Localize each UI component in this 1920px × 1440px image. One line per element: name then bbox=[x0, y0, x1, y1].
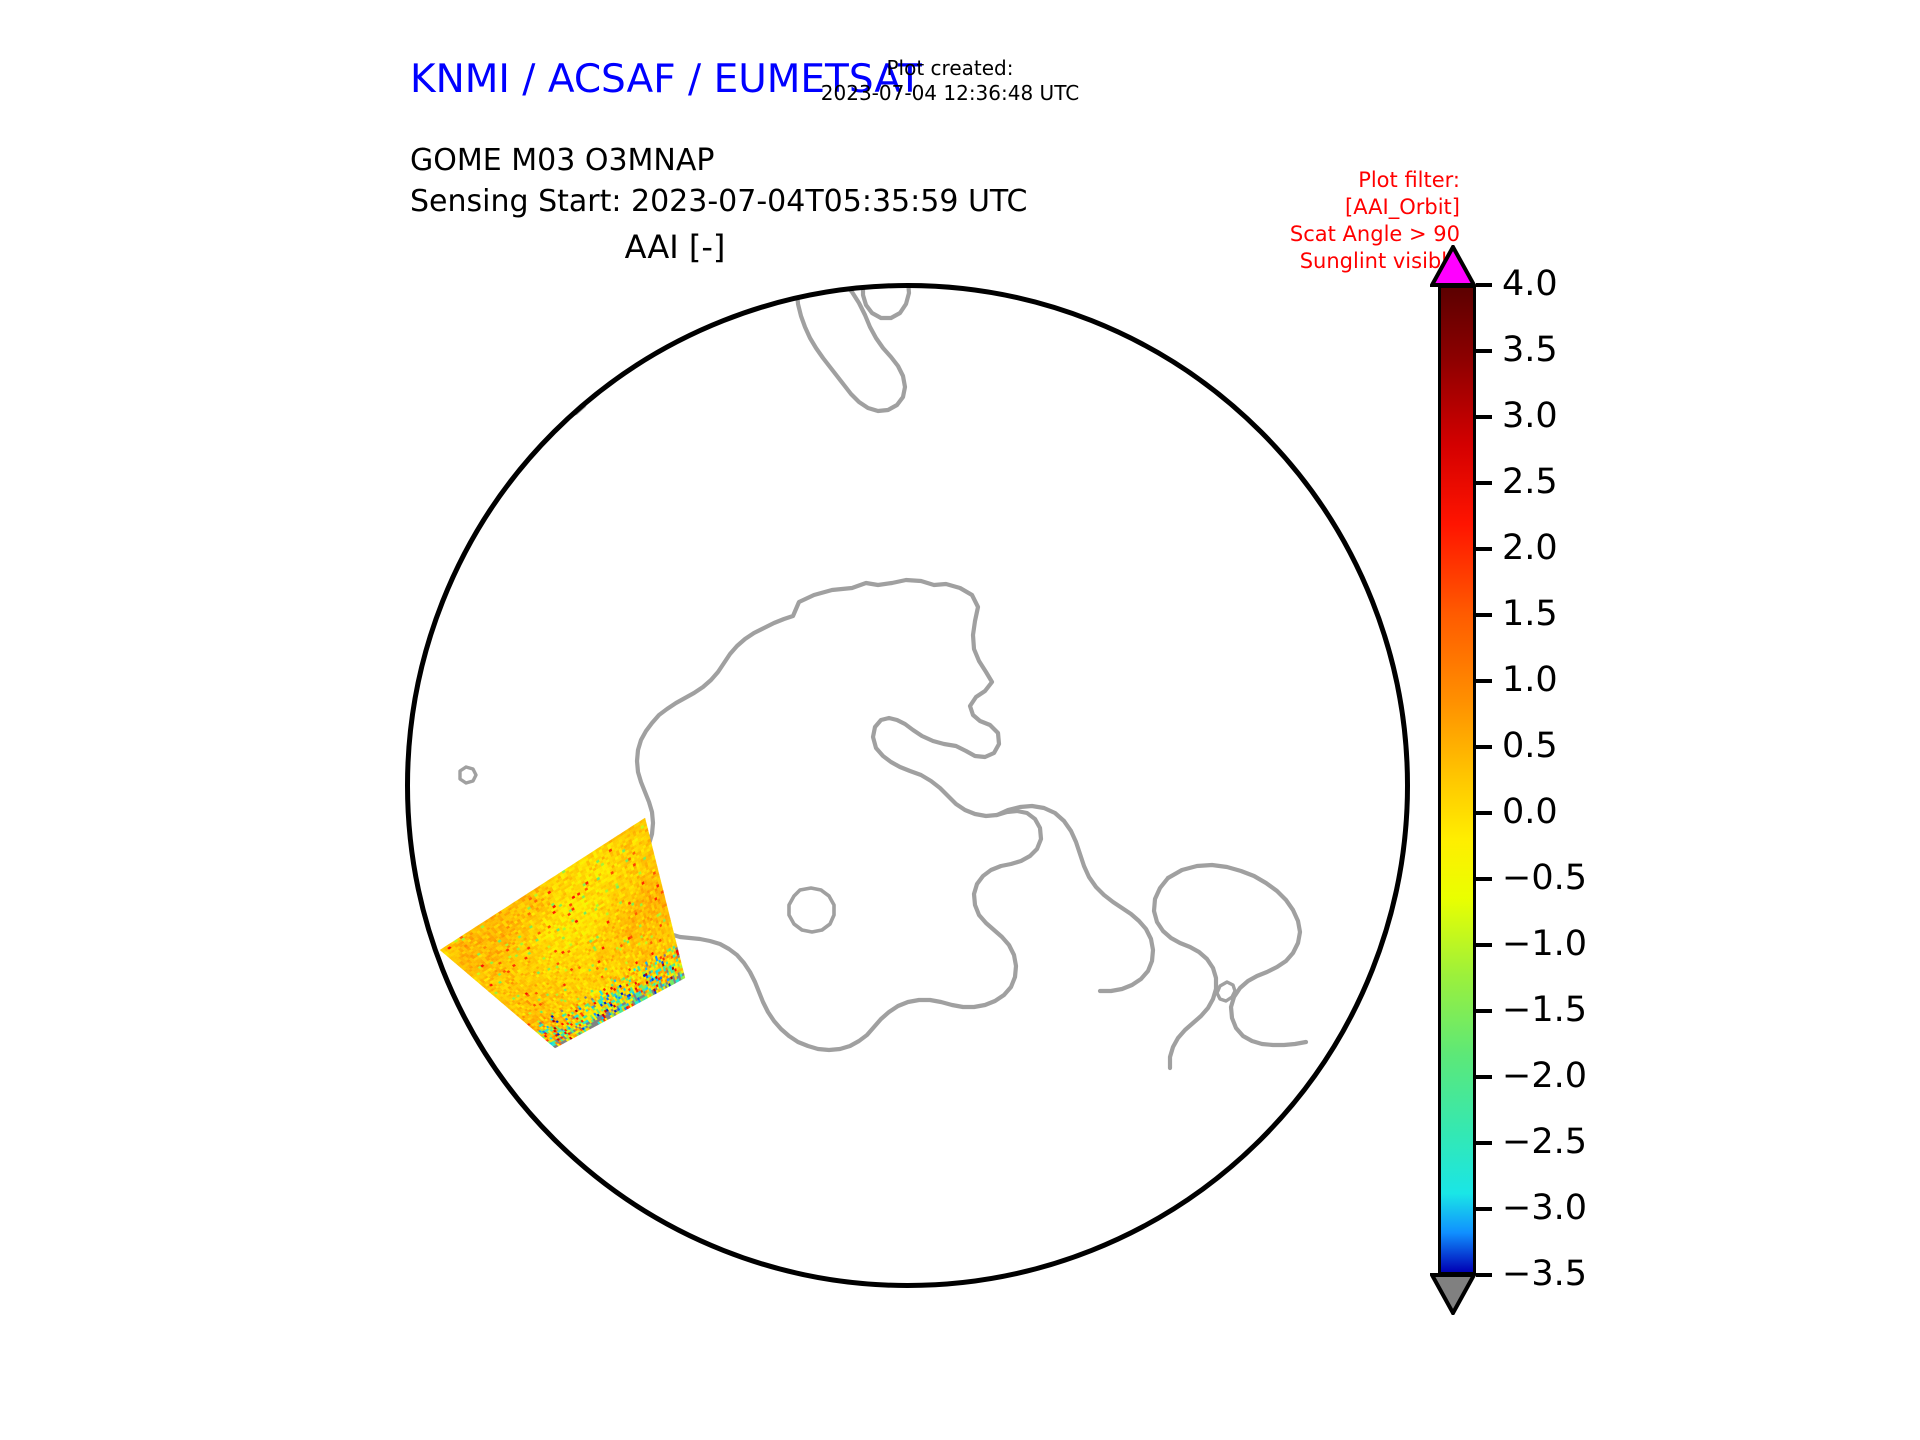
south-america-tip bbox=[1165, 862, 1309, 1048]
colorbar-tick-label: −1.0 bbox=[1502, 924, 1587, 964]
colorbar-tick-mark bbox=[1476, 1207, 1492, 1211]
plot-created-value: 2023-07-04 12:36:48 UTC bbox=[820, 81, 1080, 105]
colorbar-tick-label: −3.5 bbox=[1502, 1254, 1587, 1294]
colorbar-over-arrow bbox=[1430, 245, 1476, 287]
aai-swath-data bbox=[439, 817, 686, 1049]
colorbar-tick-label: 0.5 bbox=[1502, 726, 1558, 766]
colorbar-under-arrow bbox=[1430, 1273, 1476, 1315]
plot-created-block: Plot created: 2023-07-04 12:36:48 UTC bbox=[740, 56, 1160, 106]
plot-created-label: Plot created: bbox=[886, 56, 1014, 80]
plot-filter-scat-angle: Scat Angle > 90 bbox=[1289, 222, 1460, 246]
colorbar-gradient bbox=[1438, 285, 1476, 1275]
colorbar-tick-mark bbox=[1476, 877, 1492, 881]
colorbar-tick-mark bbox=[1476, 481, 1492, 485]
plot-filter-product: [AAI_Orbit] bbox=[1345, 195, 1460, 219]
dataset-name: GOME M03 O3MNAP bbox=[410, 143, 715, 178]
polar-map bbox=[400, 278, 1415, 1293]
colorbar-tick-label: −2.0 bbox=[1502, 1056, 1587, 1096]
southern-island bbox=[487, 314, 514, 340]
colorbar-tick-mark bbox=[1476, 1075, 1492, 1079]
plot-filter-sunglint: Sunglint visible bbox=[1299, 249, 1460, 273]
map-svg bbox=[405, 283, 1410, 1288]
dataset-info: GOME M03 O3MNAP Sensing Start: 2023-07-0… bbox=[410, 140, 1027, 222]
colorbar-tick-label: 1.0 bbox=[1502, 660, 1558, 700]
colorbar-tick-mark bbox=[1476, 745, 1492, 749]
new-zealand-south-island bbox=[794, 285, 908, 414]
colorbar-tick-label: 4.0 bbox=[1502, 264, 1558, 304]
antarctic-peninsula bbox=[994, 803, 1156, 994]
colorbar-tick-label: 3.0 bbox=[1502, 396, 1558, 436]
colorbar-ticks: 4.0 3.5 3.0 2.5 2.0 1.5 1.0 0.5 0.0 −0.5 −1.0 −1.5 −… bbox=[1476, 264, 1726, 1294]
colorbar-tick-label: 1.5 bbox=[1502, 594, 1558, 634]
organisation-title: KNMI / ACSAF / EUMETSAT bbox=[410, 57, 922, 102]
colorbar-tick-label: −0.5 bbox=[1502, 858, 1587, 898]
colorbar-tick-mark bbox=[1476, 1141, 1492, 1145]
colorbar-tick-mark bbox=[1476, 349, 1492, 353]
colorbar-tick-mark bbox=[1476, 547, 1492, 551]
sensing-start: Sensing Start: 2023-07-04T05:35:59 UTC bbox=[410, 184, 1028, 219]
colorbar-tick-mark bbox=[1476, 943, 1492, 947]
falkland-islands bbox=[1215, 980, 1237, 1003]
colorbar-tick-mark bbox=[1476, 613, 1492, 617]
colorbar[interactable]: 4.0 3.5 3.0 2.5 2.0 1.5 1.0 0.5 0.0 −0.5 −1.0 −1.5 −… bbox=[1430, 245, 1587, 1315]
colorbar-tick-label: −3.0 bbox=[1502, 1188, 1587, 1228]
colorbar-tick-label: 0.0 bbox=[1502, 792, 1558, 832]
colorbar-tick-label: 2.0 bbox=[1502, 528, 1558, 568]
colorbar-tick-mark bbox=[1476, 679, 1492, 683]
quantity-title: AAI [-] bbox=[624, 228, 726, 266]
colorbar-tick-mark bbox=[1476, 415, 1492, 419]
colorbar-tick-label: −1.5 bbox=[1502, 990, 1587, 1030]
peter-island bbox=[458, 765, 478, 785]
patagonia-coast bbox=[1151, 875, 1219, 1071]
colorbar-tick-mark bbox=[1476, 811, 1492, 815]
plot-filter-label: Plot filter: bbox=[1358, 168, 1460, 192]
colorbar-tick-mark bbox=[1476, 1009, 1492, 1013]
new-zealand-north-island bbox=[860, 285, 912, 321]
colorbar-tick-mark bbox=[1476, 1273, 1492, 1277]
colorbar-tick-label: −2.5 bbox=[1502, 1122, 1587, 1162]
plot-filter-block: Plot filter: [AAI_Orbit] Scat Angle > 90… bbox=[1150, 167, 1460, 275]
colorbar-tick-mark bbox=[1476, 283, 1492, 287]
colorbar-tick-label: 2.5 bbox=[1502, 462, 1558, 502]
antarctica-coastline bbox=[634, 577, 1044, 1053]
colorbar-tick-label: 3.5 bbox=[1502, 330, 1558, 370]
map-circle-boundary bbox=[405, 283, 1410, 1288]
map-disc-background bbox=[407, 285, 1408, 1286]
ross-ice-shelf bbox=[787, 886, 836, 934]
